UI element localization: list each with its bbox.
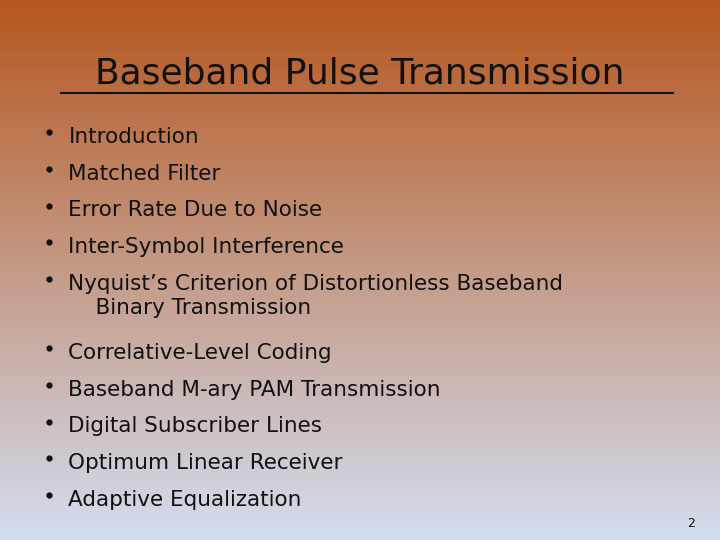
Text: Matched Filter: Matched Filter (68, 164, 221, 184)
Text: Digital Subscriber Lines: Digital Subscriber Lines (68, 416, 323, 436)
Text: Inter-Symbol Interference: Inter-Symbol Interference (68, 237, 344, 257)
Text: Nyquist’s Criterion of Distortionless Baseband
    Binary Transmission: Nyquist’s Criterion of Distortionless Ba… (68, 274, 563, 318)
Text: 2: 2 (687, 517, 695, 530)
Text: Adaptive Equalization: Adaptive Equalization (68, 490, 302, 510)
Text: Error Rate Due to Noise: Error Rate Due to Noise (68, 200, 323, 220)
Text: Correlative-Level Coding: Correlative-Level Coding (68, 343, 332, 363)
Text: Optimum Linear Receiver: Optimum Linear Receiver (68, 453, 343, 473)
Text: Baseband M-ary PAM Transmission: Baseband M-ary PAM Transmission (68, 380, 441, 400)
Text: Baseband Pulse Transmission: Baseband Pulse Transmission (95, 57, 625, 91)
Text: Introduction: Introduction (68, 127, 199, 147)
